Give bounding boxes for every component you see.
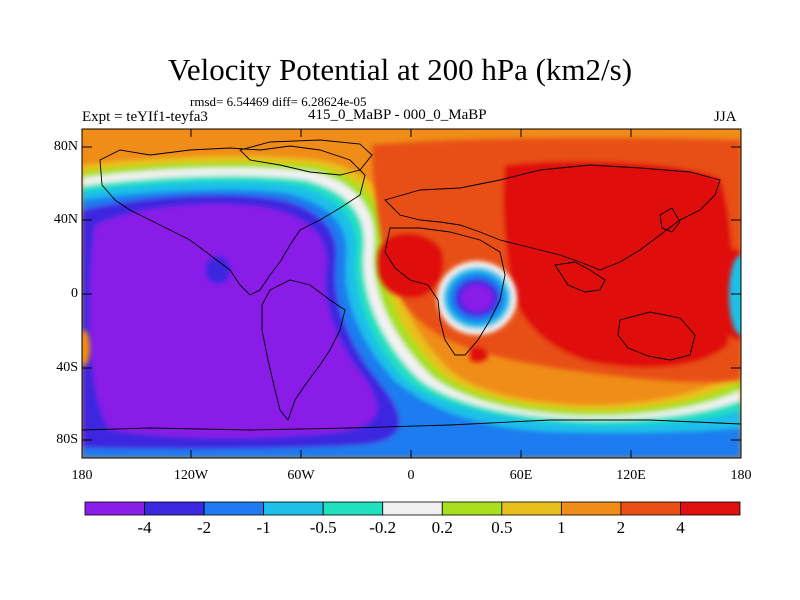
colorbar-label-1: -2 xyxy=(196,518,212,537)
colorbar-label-0: -4 xyxy=(137,518,152,537)
colorbar-box-8 xyxy=(560,501,622,516)
colorbar-box-10 xyxy=(680,501,741,516)
stats-label: rmsd= 6.54469 diff= 6.28624e-05 xyxy=(190,94,367,109)
left-edge-blob xyxy=(82,330,90,366)
lon-tick-60w: 60W xyxy=(287,468,315,483)
experiment-label: Expt = teYIf1-teyfa3 xyxy=(82,109,208,125)
colorbar-label-7: 1 xyxy=(557,518,566,537)
ring-core xyxy=(461,284,493,312)
contour-pos-4-africa xyxy=(377,233,444,299)
colorbar-box-7 xyxy=(501,501,562,516)
colorbar-box-9 xyxy=(620,501,681,516)
colorbar-box-6 xyxy=(441,501,503,516)
lat-tick-40N: 40N xyxy=(53,212,78,227)
colorbar-box-4 xyxy=(322,501,384,516)
colorbar-label-6: 0.5 xyxy=(491,518,513,537)
map-title: Velocity Potential at 200 hPa (km2/s) xyxy=(167,52,633,87)
difference-label: 415_0_MaBP - 000_0_MaBP xyxy=(308,107,487,123)
contour-neg-lt-4 xyxy=(89,204,378,438)
contour-pos-4-dot xyxy=(470,346,488,363)
colorbar-box-3 xyxy=(263,501,324,516)
colorbar-label-2: -1 xyxy=(256,518,271,537)
colorbar-label-3: -0.5 xyxy=(309,518,337,537)
colorbar-label-5: 0.2 xyxy=(431,518,453,537)
lon-tick-120w: 120W xyxy=(173,468,209,483)
lat-tick-40S: 40S xyxy=(56,360,78,375)
right-edge-ring xyxy=(729,255,741,335)
season-label: JJA xyxy=(714,109,737,125)
colorbar-box-2 xyxy=(203,501,265,516)
small-blob xyxy=(206,256,230,284)
coastlines xyxy=(82,139,741,431)
lat-tick-0: 0 xyxy=(71,286,78,301)
lon-tick-60e: 60E xyxy=(509,468,533,483)
colorbar-box-1 xyxy=(144,501,205,516)
axis-ticks xyxy=(82,129,741,458)
lon-tick-180e: 180 xyxy=(730,468,752,483)
colorbar-label-9: 4 xyxy=(676,518,685,537)
lat-tick-80N: 80N xyxy=(53,139,78,154)
lon-tick-180w: 180 xyxy=(71,468,93,483)
lon-tick-0: 0 xyxy=(407,468,415,483)
colorbar-box-0 xyxy=(84,501,145,516)
lon-tick-120e: 120E xyxy=(616,468,646,483)
colorbar-label-8: 2 xyxy=(616,518,626,537)
colorbar-box-5 xyxy=(382,501,443,516)
contour-field xyxy=(82,129,741,458)
lat-tick-80S: 80S xyxy=(56,432,78,447)
colorbar-label-4: -0.2 xyxy=(369,518,397,537)
colorbar xyxy=(84,501,741,516)
